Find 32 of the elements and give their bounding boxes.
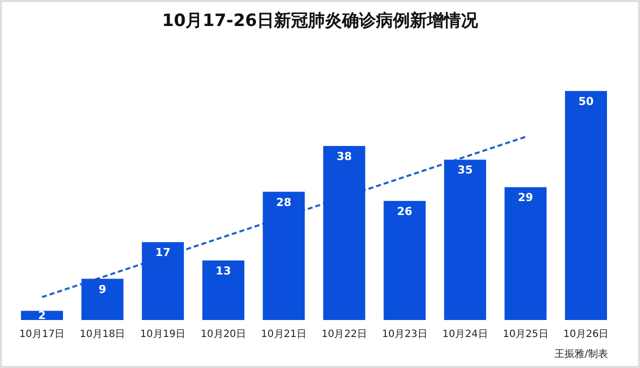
x-tick-label: 10月21日 xyxy=(261,329,307,340)
x-tick-label: 10月23日 xyxy=(382,329,428,340)
data-label: 26 xyxy=(397,204,413,218)
data-label: 2 xyxy=(38,309,46,322)
chart-title: 10月17-26日新冠肺炎确诊病例新增情况 xyxy=(162,11,480,31)
data-label: 17 xyxy=(155,246,171,260)
x-tick-label: 10月25日 xyxy=(502,329,548,340)
bar xyxy=(81,278,124,320)
x-tick-label: 10月26日 xyxy=(563,329,609,340)
text: 王振雅/制表 xyxy=(554,348,608,360)
x-tick-label: 10月22日 xyxy=(321,329,367,340)
x-tick-label: 10月18日 xyxy=(80,329,126,340)
x-tick-label: 10月24日 xyxy=(442,329,488,340)
data-label: 13 xyxy=(216,264,231,278)
bar xyxy=(565,91,607,320)
data-label: 38 xyxy=(336,150,352,163)
bar xyxy=(142,242,184,320)
bar xyxy=(384,200,426,320)
bar xyxy=(21,310,63,320)
data-label: 9 xyxy=(98,282,106,296)
data-label: 28 xyxy=(276,196,292,209)
x-tick-label: 10月19日 xyxy=(140,329,186,340)
bar xyxy=(202,260,244,320)
x-tick-label: 10月17日 xyxy=(19,329,65,340)
data-label: 35 xyxy=(457,164,473,177)
bar xyxy=(444,160,486,320)
bar xyxy=(504,187,547,320)
data-label: 50 xyxy=(578,95,594,108)
bar xyxy=(262,192,305,320)
data-label: 29 xyxy=(518,191,534,204)
bar xyxy=(323,146,366,320)
x-tick-label: 10月20日 xyxy=(200,329,246,340)
